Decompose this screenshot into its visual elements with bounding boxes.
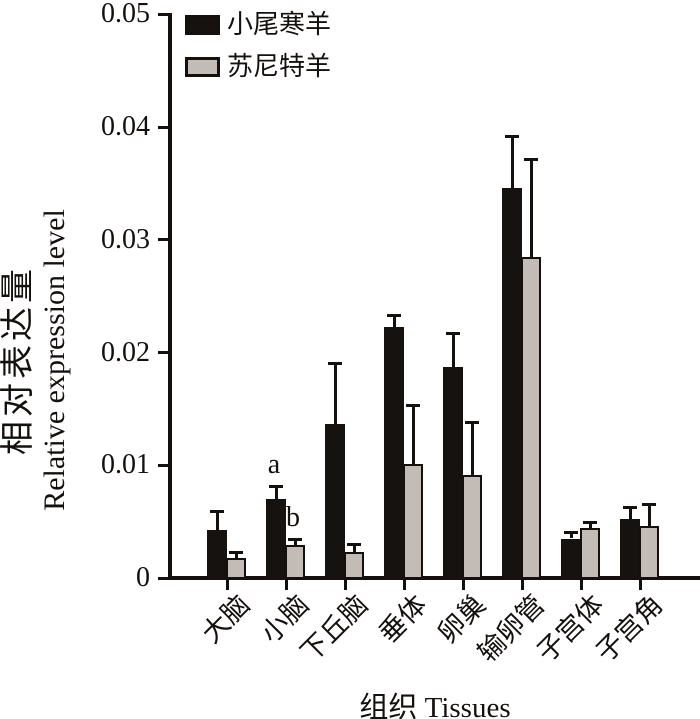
x-tick-label: 下丘脑 [295,589,374,668]
y-axis-title-cn: 相对表达量 [0,265,37,456]
bar-小尾寒羊-下丘脑 [325,423,345,579]
bar-苏尼特羊-小脑 [285,545,305,579]
error-bar-cap [328,362,342,366]
bar-苏尼特羊-大脑 [226,557,246,579]
legend-swatch-icon [185,15,220,35]
x-tick-mark [284,580,288,590]
error-bar [392,315,396,327]
x-tick-mark [402,580,406,590]
bar-苏尼特羊-下丘脑 [344,552,364,579]
x-axis-line [168,576,700,580]
y-tick-label: 0.05 [101,0,150,30]
error-bar [647,504,651,527]
error-bar-cap [210,510,224,513]
y-tick-label: 0.04 [101,111,150,142]
error-bar-cap [387,313,401,317]
y-tick-mark [158,351,168,354]
error-bar [215,511,219,530]
y-tick-mark [158,12,168,16]
error-bar-cap [347,542,361,546]
error-bar [274,486,278,500]
error-bar-cap [623,505,637,509]
bar-小尾寒羊-子宫角 [620,519,640,579]
x-tick-label: 子宫角 [590,589,669,668]
error-bar-cap [288,538,302,542]
error-bar [411,405,415,465]
error-bar [293,539,297,546]
error-bar [352,544,356,553]
y-tick-mark [158,463,168,467]
bar-小尾寒羊-大脑 [207,529,227,579]
y-tick-label: 0.03 [101,223,150,255]
error-bar [510,136,514,188]
y-axis-title: 相对表达量 Relative expression level [0,209,72,511]
bar-小尾寒羊-子宫体 [561,538,581,579]
y-axis-title-en: Relative expression level [38,209,71,511]
error-bar-cap [269,485,283,489]
error-bar [470,422,474,476]
error-bar-cap [524,158,538,162]
y-tick-label: 0 [136,562,150,593]
y-tick-label: 0.01 [101,449,150,481]
error-bar-cap [642,503,656,507]
error-bar [333,363,337,424]
x-tick-label: 垂体 [373,589,433,649]
x-tick-mark [225,580,229,590]
bar-苏尼特羊-子宫角 [639,526,659,579]
x-tick-mark [343,580,347,590]
error-bar-cap [564,531,578,535]
error-bar-cap [465,420,479,424]
error-bar-cap [229,550,243,554]
legend-label: 苏尼特羊 [227,52,332,81]
x-axis-title: 组织 Tissues [359,692,511,719]
bar-小尾寒羊-卵巢 [443,367,463,579]
y-tick-mark [158,238,168,242]
bar-苏尼特羊-垂体 [403,464,423,579]
error-bar [234,552,238,558]
error-bar-cap [583,521,597,525]
y-tick-label: 0.02 [101,336,150,368]
bar-小尾寒羊-输卵管 [502,187,522,579]
error-bar-cap [505,134,519,138]
bar-小尾寒羊-垂体 [384,326,404,579]
x-tick-mark [638,580,642,590]
significance-letter-a: a [267,448,281,480]
x-tick-label: 输卵管 [472,589,551,668]
error-bar [588,522,592,529]
error-bar [529,159,533,257]
significance-letter-b: b [286,501,300,533]
error-bar-cap [446,331,460,335]
x-tick-mark [520,580,524,590]
x-tick-label: 子宫体 [531,589,610,668]
error-bar [569,532,573,539]
bar-苏尼特羊-卵巢 [462,475,482,579]
legend-label: 小尾寒羊 [227,10,332,39]
error-bar [451,333,455,368]
y-tick-mark [158,125,168,129]
error-bar [628,507,632,520]
y-tick-mark [158,576,168,580]
bar-苏尼特羊-输卵管 [521,256,541,579]
bar-苏尼特羊-子宫体 [580,528,600,579]
x-tick-mark [461,580,465,590]
x-tick-mark [579,580,583,590]
x-tick-label: 大脑 [196,589,256,649]
legend-swatch-icon [185,57,220,77]
y-axis-line [168,13,172,580]
bar-小尾寒羊-小脑 [266,499,286,579]
error-bar-cap [406,404,420,407]
